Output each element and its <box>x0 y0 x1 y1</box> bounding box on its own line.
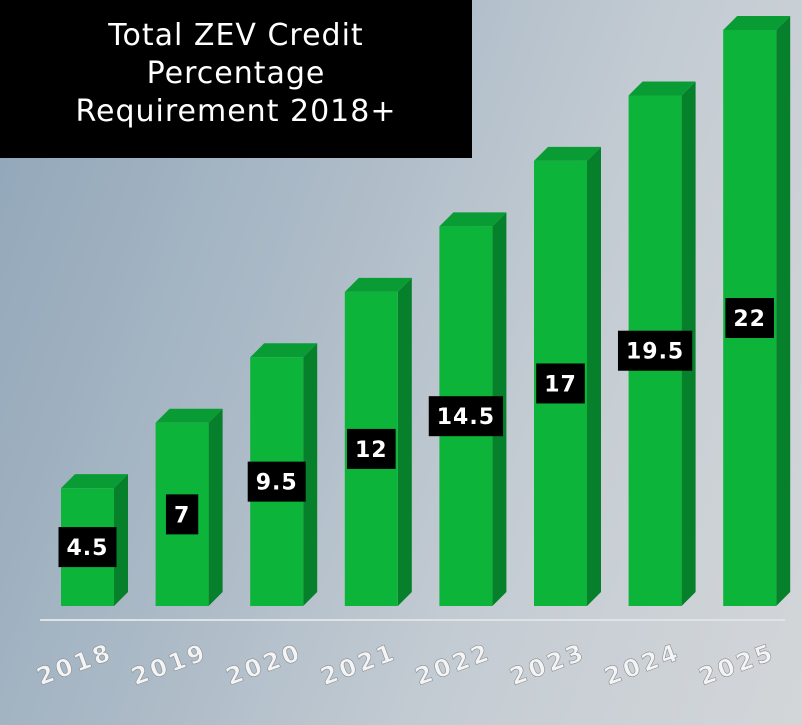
bar-top <box>628 81 696 96</box>
x-tick-label: 2024 <box>601 638 685 691</box>
bar-side <box>114 474 128 606</box>
value-label: 4.5 <box>67 536 109 561</box>
bar-top <box>250 343 318 358</box>
value-label-box <box>247 461 306 502</box>
value-label: 17 <box>544 372 577 397</box>
x-tick-label: 2022 <box>411 638 495 691</box>
x-tick-label: 2019 <box>128 638 212 691</box>
value-label-box <box>165 494 199 535</box>
value-label-box <box>58 527 117 568</box>
value-label-box <box>428 396 504 437</box>
bar-top <box>723 16 791 30</box>
x-tick-label: 2023 <box>506 638 590 691</box>
value-label: 9.5 <box>256 471 298 496</box>
value-label-box <box>536 363 585 404</box>
bar-top <box>344 277 412 292</box>
bar-side <box>776 16 791 606</box>
value-label: 22 <box>733 307 766 332</box>
x-tick-label: 2025 <box>695 638 779 691</box>
bar-side <box>208 408 223 606</box>
value-label-box <box>725 298 775 338</box>
value-label: 12 <box>355 438 388 463</box>
value-label: 19.5 <box>626 340 684 365</box>
value-label: 14.5 <box>437 405 495 430</box>
value-label-box <box>346 428 396 469</box>
value-label-box <box>617 330 693 371</box>
bar-side <box>397 277 412 606</box>
bar-top <box>534 146 601 161</box>
chart-title: Total ZEV Credit Percentage Requirement … <box>0 0 472 158</box>
bar-side <box>587 146 601 606</box>
bar-top <box>155 408 223 423</box>
bar-top <box>439 212 507 227</box>
x-tick-label: 2021 <box>317 638 401 691</box>
bar-side <box>303 343 318 606</box>
bar-top <box>61 474 128 489</box>
x-tick-label: 2018 <box>33 638 117 691</box>
x-tick-label: 2020 <box>222 638 306 691</box>
value-label: 7 <box>174 503 190 528</box>
